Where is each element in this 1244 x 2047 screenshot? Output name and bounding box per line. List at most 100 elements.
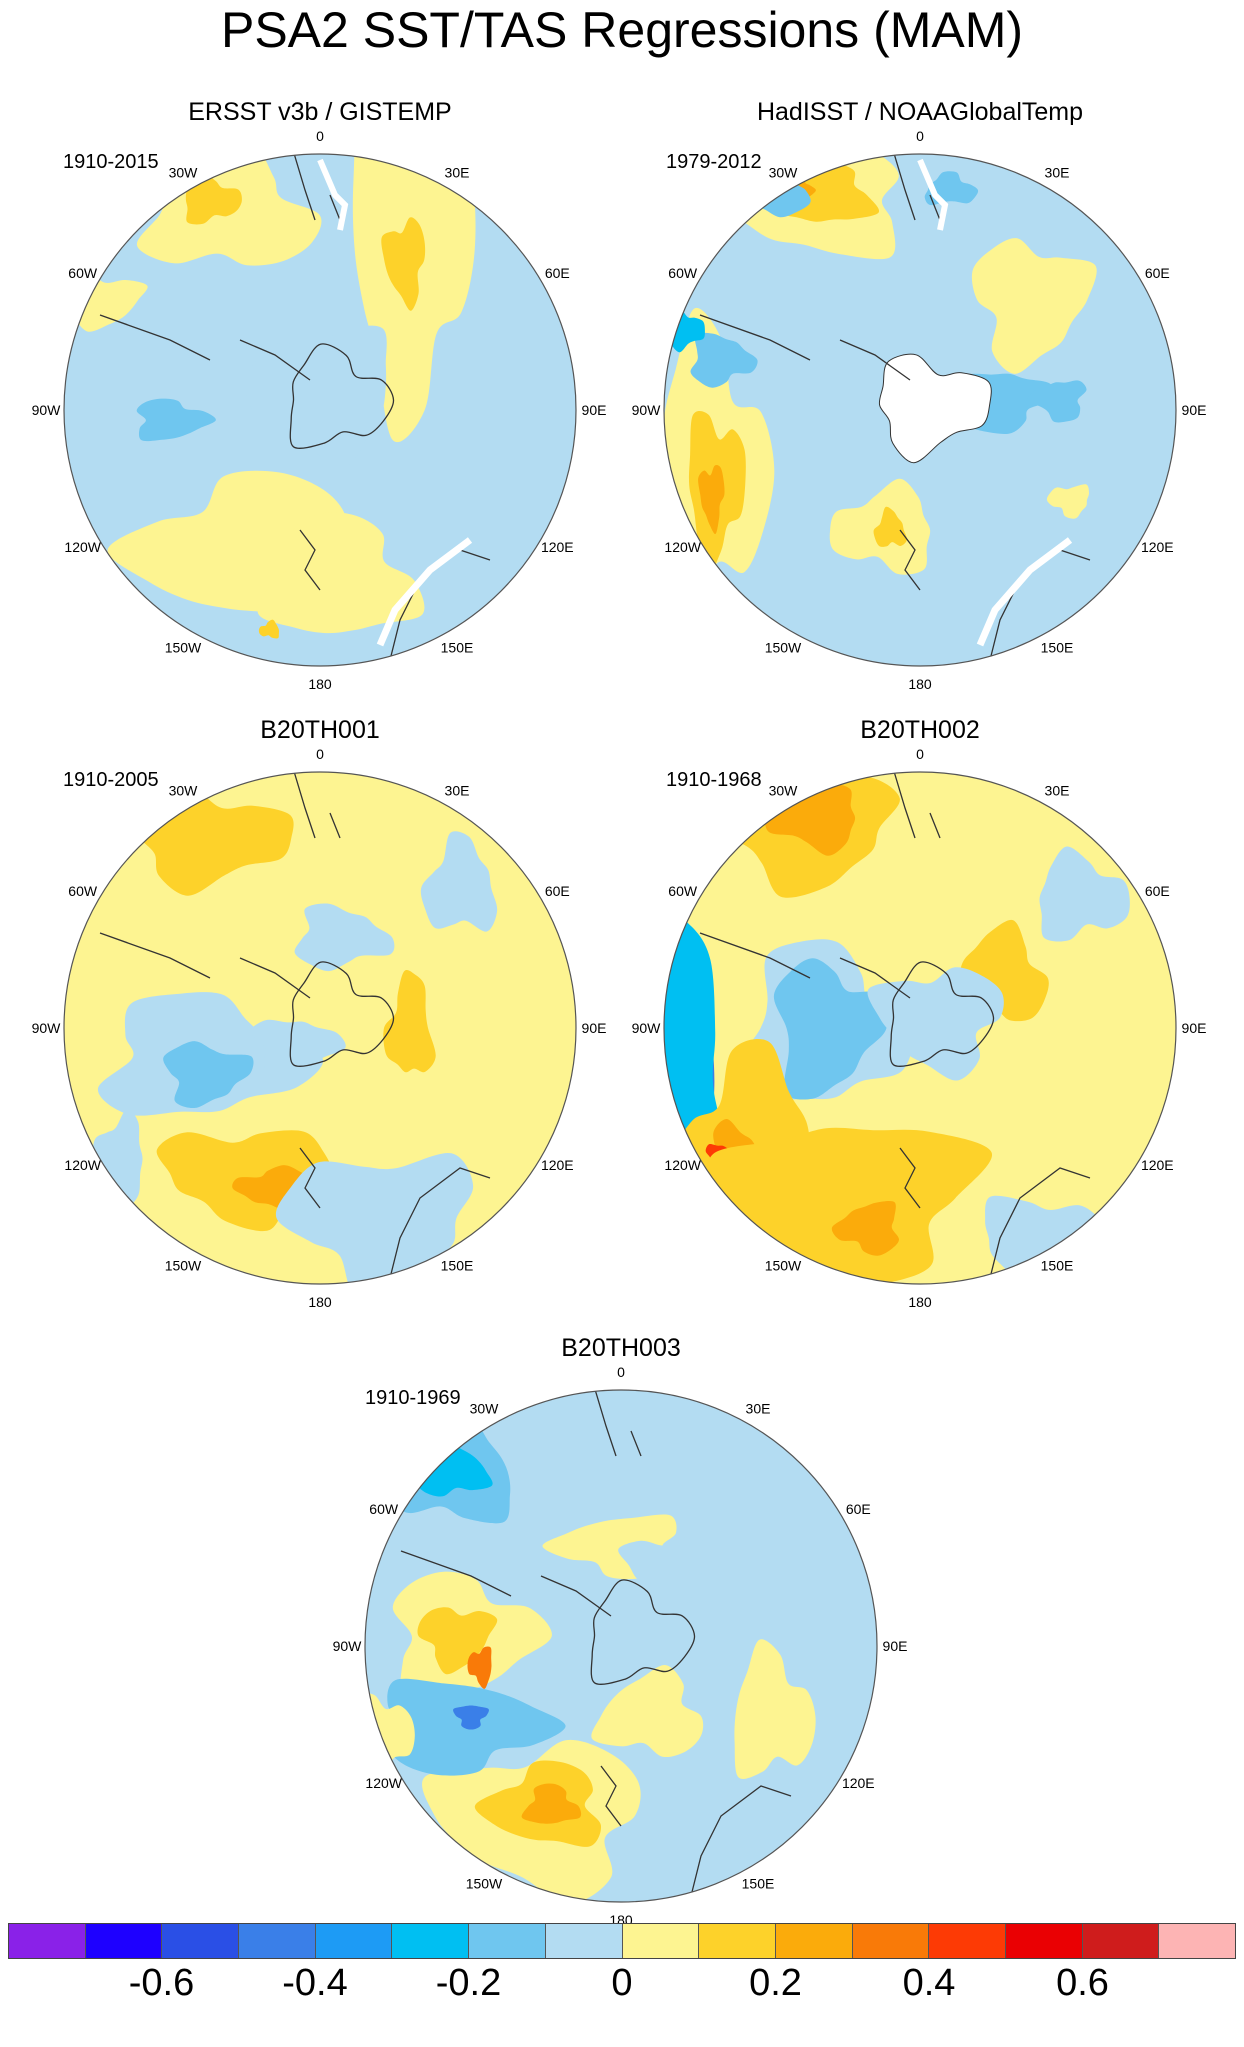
colorbar-swatch: [622, 1924, 700, 1958]
longitude-label: 120W: [365, 1775, 402, 1791]
longitude-label: 30W: [769, 783, 799, 799]
south-america-coastline: [699, 314, 811, 361]
longitude-label: 30E: [1045, 783, 1070, 799]
longitude-label: 90W: [333, 1638, 363, 1654]
contour-region: [698, 464, 725, 535]
contour-region: [185, 172, 242, 225]
new-zealand-coastline: [299, 1147, 321, 1209]
longitude-label: 120E: [842, 1775, 875, 1791]
colorbar-swatch: [1005, 1924, 1083, 1958]
map-boundary: [663, 153, 1177, 667]
contour-region: [381, 217, 426, 311]
new-zealand-coastline: [899, 529, 921, 591]
colorbar-tick-label: 0.2: [749, 1962, 802, 2004]
new-zealand-coastline: [299, 529, 321, 591]
africa-coastline: [590, 1390, 642, 1457]
longitude-label: 120E: [1141, 1157, 1174, 1173]
longitude-label: 0: [617, 1364, 625, 1380]
contour-region: [417, 1607, 498, 1675]
contour-region: [734, 1639, 816, 1779]
colorbar-swatch: [392, 1924, 470, 1958]
contour-region: [294, 903, 395, 972]
longitude-label: 150E: [441, 1257, 474, 1273]
panel-title: HadISST / NOAAGlobalTemp: [756, 98, 1084, 126]
colorbar-swatch: [315, 1924, 393, 1958]
africa-coastline: [289, 154, 341, 221]
panel-period: 1910-1969: [365, 1387, 461, 1409]
south-america-coastline: [99, 932, 211, 979]
longitude-label: 60W: [668, 883, 698, 899]
colorbar-swatch: [699, 1924, 776, 1958]
longitude-label: 180: [308, 1294, 332, 1310]
colorbar-swatch: [85, 1924, 163, 1958]
contour-region: [971, 238, 1097, 374]
contour-region: [831, 1201, 900, 1256]
colorbar-tick-label: 0.4: [902, 1962, 956, 2004]
new-zealand-coastline: [899, 1147, 921, 1209]
longitude-label: 90E: [1182, 1020, 1207, 1036]
colorbar-swatch: [1159, 1924, 1235, 1958]
colorbar-tick-labels: -0.6 -0.4 -0.2 0 0.2 0.4 0.6: [0, 1962, 1244, 2022]
longitude-label: 60W: [369, 1501, 399, 1517]
longitude-label: 30W: [169, 783, 199, 799]
colorbar-tick-label: -0.4: [282, 1962, 348, 2004]
panel-title: ERSST v3b / GISTEMP: [188, 98, 452, 126]
colorbar: [8, 1923, 1236, 1959]
map-panel-ersst-gistemp: ERSST v3b / GISTEMP 1910-2015 0 30E 60E 90E…: [32, 98, 607, 693]
panel-period: 1910-1968: [666, 769, 762, 791]
antarctica-landmass: [878, 353, 992, 464]
map-panel-b20th002: B20TH002 1910-1968 0 30E 60E 90E 120E 150E 180…: [632, 716, 1207, 1311]
contour-region: [453, 1705, 489, 1730]
longitude-label: 60W: [668, 265, 698, 281]
longitude-label: 60W: [68, 883, 98, 899]
longitude-label: 90W: [632, 402, 662, 418]
longitude-label: 30E: [445, 165, 470, 181]
figure-title: PSA2 SST/TAS Regressions (MAM): [220, 2, 1024, 58]
panel-period: 1979-2012: [666, 151, 762, 173]
africa-coastline: [889, 154, 941, 221]
longitude-label: 150E: [1041, 1257, 1074, 1273]
panel-title: B20TH001: [260, 716, 380, 744]
south-america-coastline: [99, 314, 211, 361]
longitude-label: 120E: [541, 539, 574, 555]
longitude-label: 90E: [1182, 402, 1207, 418]
map-panel-hadisst-noaa: HadISST / NOAAGlobalTemp 1979-2012 0 30E 6…: [632, 98, 1207, 693]
longitude-label: 60E: [846, 1501, 871, 1517]
colorbar-swatch: [469, 1924, 546, 1958]
longitude-label: 150E: [742, 1875, 775, 1891]
contour-region: [383, 970, 436, 1073]
longitude-label: 150W: [765, 639, 802, 655]
map-boundary: [63, 153, 577, 667]
contour-region: [250, 1019, 346, 1082]
longitude-label: 30W: [169, 165, 199, 181]
colorbar-tick-label: 0.6: [1056, 1962, 1109, 2004]
map-boundary: [663, 771, 1177, 1285]
contour-region: [1027, 380, 1087, 423]
longitude-label: 150E: [1041, 639, 1074, 655]
colorbar-swatch: [162, 1924, 240, 1958]
new-zealand-coastline: [600, 1765, 622, 1827]
contour-region: [420, 831, 498, 932]
missing-data-region: [917, 158, 949, 231]
colorbar-swatch: [545, 1924, 623, 1958]
longitude-label: 0: [916, 128, 924, 144]
contour-region: [618, 1537, 721, 1605]
longitude-label: 90E: [582, 402, 607, 418]
australia-coastline: [389, 1167, 491, 1279]
contour-region: [245, 325, 387, 467]
antarctic-peninsula-coastline: [239, 957, 311, 999]
longitude-label: 150E: [441, 639, 474, 655]
colorbar-swatch: [775, 1924, 853, 1958]
longitude-label: 90E: [883, 1638, 908, 1654]
longitude-label: 120W: [664, 539, 701, 555]
antarctica-coastline: [289, 343, 395, 449]
map-panel-b20th001: B20TH001 1910-2005 0 30E 60E 90E 120E 150E 180…: [32, 716, 607, 1311]
contour-region: [773, 958, 888, 1100]
contour-region: [163, 1041, 254, 1109]
longitude-label: 60W: [68, 265, 98, 281]
panel-title: B20TH002: [860, 716, 980, 744]
colorbar-swatch: [1082, 1924, 1160, 1958]
